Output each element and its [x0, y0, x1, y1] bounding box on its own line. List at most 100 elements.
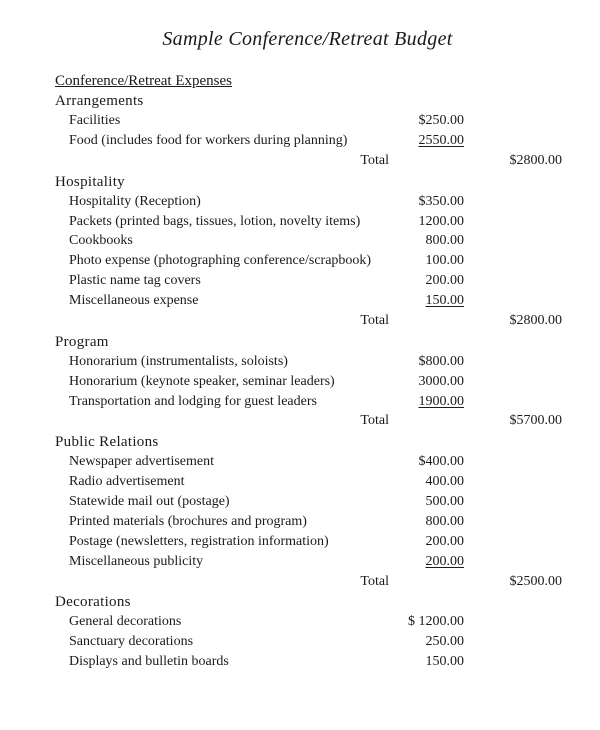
item-total-spacer	[464, 131, 554, 151]
item-amount: $400.00	[389, 452, 464, 472]
item-label: Sanctuary decorations	[55, 632, 389, 652]
line-item: Sanctuary decorations250.00	[55, 632, 560, 652]
category-title: Program	[55, 334, 560, 351]
line-item: Honorarium (instrumentalists, soloists)$…	[55, 352, 560, 372]
category-total: $2500.00	[472, 572, 562, 592]
item-total-spacer	[464, 472, 554, 492]
item-amount: 200.00	[389, 271, 464, 291]
categories-container: ArrangementsFacilities$250.00Food (inclu…	[55, 93, 560, 672]
item-amount: 200.00	[389, 552, 464, 572]
item-total-spacer	[464, 291, 554, 311]
item-total-spacer	[464, 271, 554, 291]
item-amount: $800.00	[389, 352, 464, 372]
category-title: Hospitality	[55, 174, 560, 191]
total-label: Total	[55, 572, 397, 592]
item-amount: 500.00	[389, 492, 464, 512]
total-amount-spacer	[397, 411, 472, 431]
item-label: Radio advertisement	[55, 472, 389, 492]
item-total-spacer	[464, 532, 554, 552]
item-label: Food (includes food for workers during p…	[55, 131, 389, 151]
item-amount: $250.00	[389, 111, 464, 131]
budget-document: Sample Conference/Retreat Budget Confere…	[0, 0, 600, 692]
line-item: Plastic name tag covers200.00	[55, 271, 560, 291]
item-label: Newspaper advertisement	[55, 452, 389, 472]
item-amount: 200.00	[389, 532, 464, 552]
category-total-row: Total $2800.00	[55, 311, 560, 331]
category-total-row: Total $2800.00	[55, 151, 560, 171]
item-label: General decorations	[55, 612, 389, 632]
item-total-spacer	[464, 352, 554, 372]
item-total-spacer	[464, 111, 554, 131]
item-total-spacer	[464, 612, 554, 632]
category-total: $5700.00	[472, 411, 562, 431]
item-label: Plastic name tag covers	[55, 271, 389, 291]
item-total-spacer	[464, 652, 554, 672]
item-total-spacer	[464, 492, 554, 512]
total-label: Total	[55, 411, 397, 431]
item-label: Displays and bulletin boards	[55, 652, 389, 672]
category-title: Arrangements	[55, 93, 560, 110]
item-amount: 800.00	[389, 231, 464, 251]
category-total: $2800.00	[472, 151, 562, 171]
item-total-spacer	[464, 452, 554, 472]
document-title: Sample Conference/Retreat Budget	[55, 28, 560, 51]
item-label: Miscellaneous expense	[55, 291, 389, 311]
line-item: Printed materials (brochures and program…	[55, 512, 560, 532]
line-item: Hospitality (Reception)$350.00	[55, 192, 560, 212]
line-item: General decorations$ 1200.00	[55, 612, 560, 632]
item-amount: 1900.00	[389, 392, 464, 412]
item-total-spacer	[464, 392, 554, 412]
category-total-row: Total $2500.00	[55, 572, 560, 592]
item-label: Honorarium (instrumentalists, soloists)	[55, 352, 389, 372]
item-total-spacer	[464, 372, 554, 392]
line-item: Postage (newsletters, registration infor…	[55, 532, 560, 552]
total-amount-spacer	[397, 311, 472, 331]
item-amount: 150.00	[389, 291, 464, 311]
item-label: Cookbooks	[55, 231, 389, 251]
item-label: Honorarium (keynote speaker, seminar lea…	[55, 372, 389, 392]
section-title: Conference/Retreat Expenses	[55, 73, 560, 90]
line-item: Photo expense (photographing conference/…	[55, 251, 560, 271]
item-label: Printed materials (brochures and program…	[55, 512, 389, 532]
total-amount-spacer	[397, 151, 472, 171]
line-item: Statewide mail out (postage)500.00	[55, 492, 560, 512]
item-label: Hospitality (Reception)	[55, 192, 389, 212]
item-amount: 1200.00	[389, 212, 464, 232]
item-label: Packets (printed bags, tissues, lotion, …	[55, 212, 389, 232]
item-label: Photo expense (photographing conference/…	[55, 251, 389, 271]
line-item: Food (includes food for workers during p…	[55, 131, 560, 151]
item-label: Miscellaneous publicity	[55, 552, 389, 572]
line-item: Newspaper advertisement$400.00	[55, 452, 560, 472]
item-amount: 250.00	[389, 632, 464, 652]
total-label: Total	[55, 311, 397, 331]
item-label: Transportation and lodging for guest lea…	[55, 392, 389, 412]
line-item: Displays and bulletin boards150.00	[55, 652, 560, 672]
item-label: Postage (newsletters, registration infor…	[55, 532, 389, 552]
item-label: Facilities	[55, 111, 389, 131]
item-total-spacer	[464, 512, 554, 532]
item-total-spacer	[464, 552, 554, 572]
line-item: Miscellaneous expense 150.00	[55, 291, 560, 311]
item-amount: 2550.00	[389, 131, 464, 151]
category-total: $2800.00	[472, 311, 562, 331]
category-title: Decorations	[55, 594, 560, 611]
item-total-spacer	[464, 231, 554, 251]
item-amount: 3000.00	[389, 372, 464, 392]
item-total-spacer	[464, 251, 554, 271]
item-amount: $ 1200.00	[389, 612, 464, 632]
line-item: Miscellaneous publicity 200.00	[55, 552, 560, 572]
item-label: Statewide mail out (postage)	[55, 492, 389, 512]
total-label: Total	[55, 151, 397, 171]
item-amount: 400.00	[389, 472, 464, 492]
item-amount: $350.00	[389, 192, 464, 212]
line-item: Cookbooks800.00	[55, 231, 560, 251]
item-amount: 800.00	[389, 512, 464, 532]
item-amount: 100.00	[389, 251, 464, 271]
line-item: Packets (printed bags, tissues, lotion, …	[55, 212, 560, 232]
line-item: Honorarium (keynote speaker, seminar lea…	[55, 372, 560, 392]
item-total-spacer	[464, 632, 554, 652]
item-amount: 150.00	[389, 652, 464, 672]
total-amount-spacer	[397, 572, 472, 592]
item-total-spacer	[464, 192, 554, 212]
item-total-spacer	[464, 212, 554, 232]
